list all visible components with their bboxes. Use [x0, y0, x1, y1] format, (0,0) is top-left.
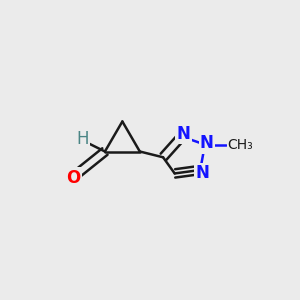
Text: O: O [66, 169, 81, 187]
Text: N: N [200, 134, 214, 152]
Text: N: N [195, 164, 209, 182]
Text: N: N [177, 125, 190, 143]
Text: CH₃: CH₃ [228, 138, 253, 152]
Text: H: H [76, 130, 89, 148]
